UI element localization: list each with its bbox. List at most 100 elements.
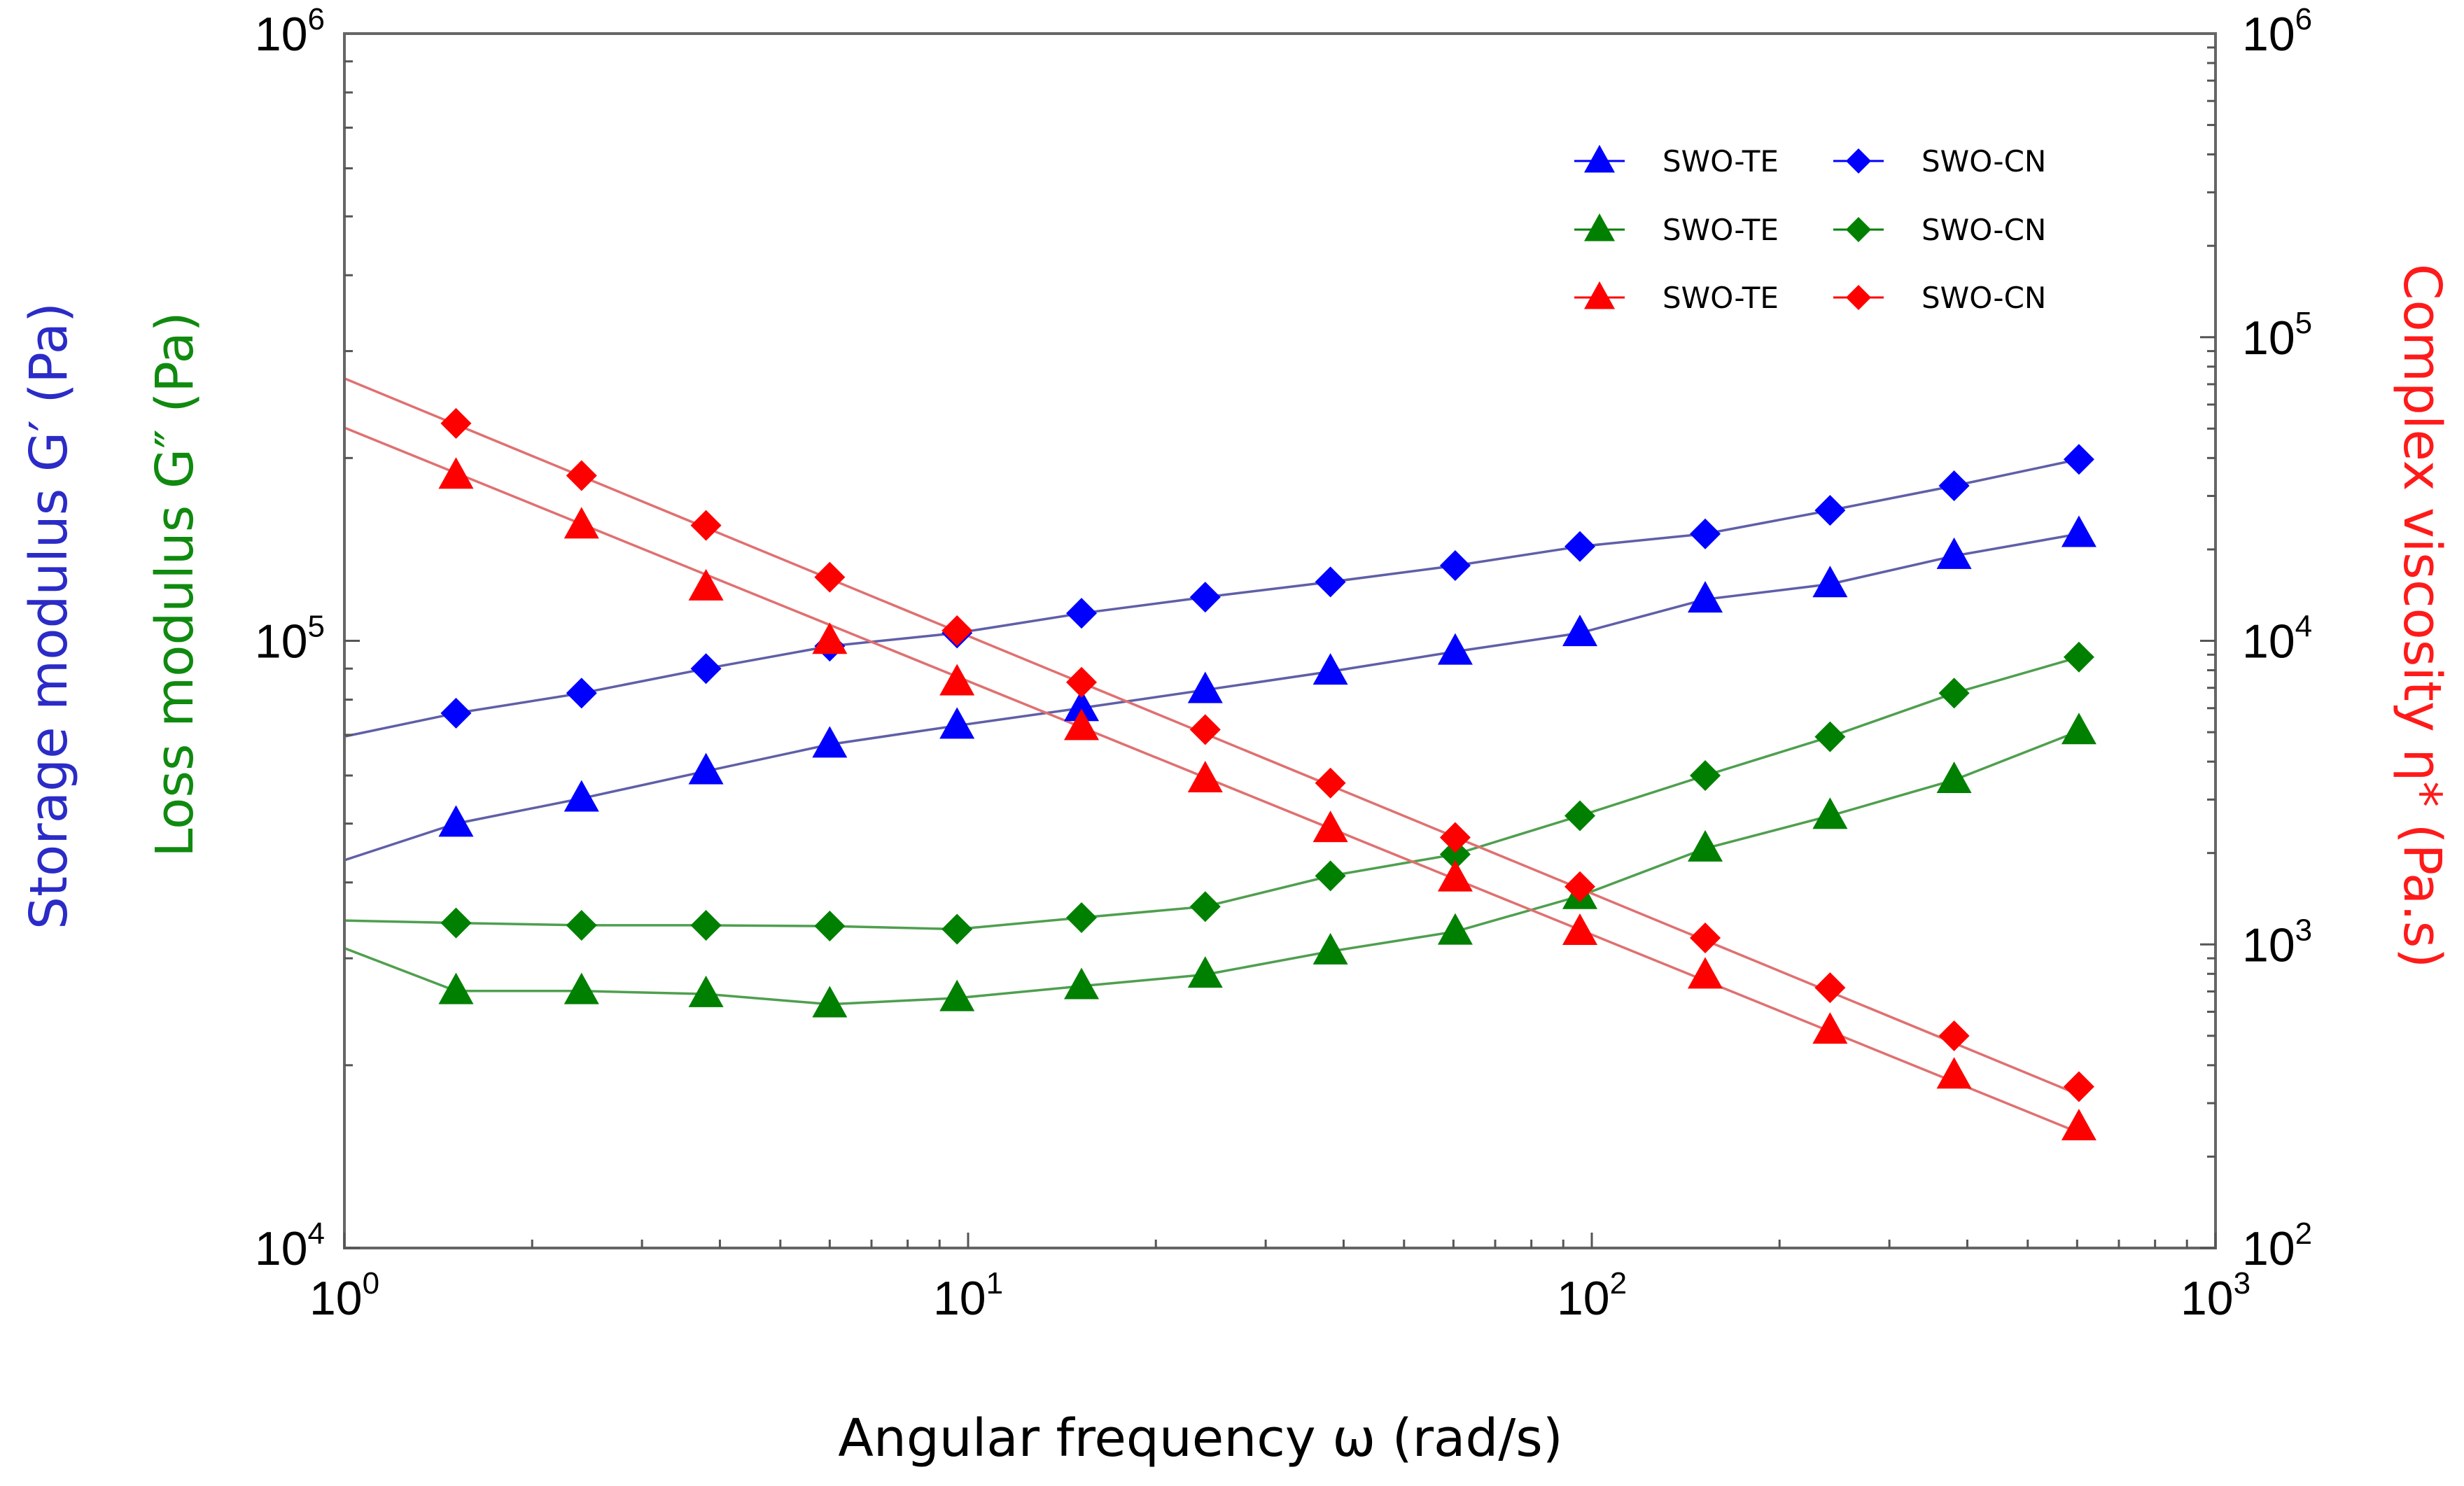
y-right-tick-exponent: 2 xyxy=(2295,1217,2312,1251)
y-right-tick-base: 10 xyxy=(2242,8,2295,61)
x-tick-label: 103 xyxy=(2180,1266,2250,1325)
data-point-diamond xyxy=(1315,566,1346,598)
data-point-diamond xyxy=(1814,721,1846,752)
y-right-tick-base: 10 xyxy=(2242,918,2295,972)
data-point-triangle xyxy=(939,707,975,739)
data-point-triangle xyxy=(1812,797,1848,829)
data-point-triangle xyxy=(1688,829,1723,862)
y-right-tick-label: 105 xyxy=(2242,306,2312,365)
data-point-triangle xyxy=(1064,967,1100,1000)
data-point-diamond xyxy=(566,460,597,491)
legend-entry: SWO-CN xyxy=(1833,281,2046,315)
legend-entry: SWO-TE xyxy=(1574,281,1779,315)
y-left-tick-exponent: 6 xyxy=(308,2,325,36)
y-right-tick-exponent: 3 xyxy=(2295,913,2312,947)
data-point-triangle xyxy=(1437,633,1473,665)
data-point-diamond xyxy=(566,678,597,709)
data-point-diamond xyxy=(1439,822,1471,853)
legend-marker-triangle xyxy=(1584,213,1615,241)
data-point-diamond xyxy=(1938,678,1970,709)
data-point-diamond xyxy=(1439,550,1471,582)
data-point-triangle xyxy=(564,972,599,1004)
data-point-diamond xyxy=(1315,860,1346,892)
data-point-triangle xyxy=(1312,653,1348,685)
data-point-diamond xyxy=(566,909,597,941)
data-point-triangle xyxy=(2061,515,2096,547)
data-point-triangle xyxy=(2061,713,2096,745)
data-point-triangle xyxy=(1562,913,1597,946)
data-point-triangle xyxy=(939,664,975,696)
data-point-triangle xyxy=(1437,913,1473,945)
data-point-triangle xyxy=(438,805,474,837)
data-point-triangle xyxy=(1936,762,1972,794)
x-tick-exponent: 0 xyxy=(363,1266,379,1301)
data-point-diamond xyxy=(2063,641,2094,673)
y-axis-title-storage-modulus: Storage modulus G′ (Pa) xyxy=(19,302,79,930)
series-5 xyxy=(440,407,2094,1102)
data-point-diamond xyxy=(1690,518,1721,549)
data-point-diamond xyxy=(1814,495,1846,526)
y-right-tick-exponent: 4 xyxy=(2295,610,2312,644)
y-right-tick-label: 102 xyxy=(2242,1217,2312,1275)
fit-line-triangle-right xyxy=(344,426,2080,1134)
data-point-diamond xyxy=(814,911,846,942)
legend-marker-diamond xyxy=(1846,148,1871,174)
data-point-triangle xyxy=(812,726,848,758)
data-point-diamond xyxy=(1315,767,1346,799)
data-point-triangle xyxy=(812,622,848,654)
y-axis-title-complex-viscosity: Complex viscosity η* (Pa.s) xyxy=(2392,264,2452,968)
data-point-triangle xyxy=(1312,932,1348,965)
x-tick-exponent: 3 xyxy=(2234,1266,2250,1301)
data-point-diamond xyxy=(1189,582,1221,613)
data-point-diamond xyxy=(941,615,973,647)
data-point-triangle xyxy=(1187,956,1223,988)
y-right-tick-exponent: 6 xyxy=(2295,2,2312,36)
series-3 xyxy=(440,641,2094,945)
series-0 xyxy=(438,515,2096,837)
y-right-tick-exponent: 5 xyxy=(2295,306,2312,340)
y-right-tick-base: 10 xyxy=(2242,311,2295,365)
x-tick-exponent: 1 xyxy=(986,1266,1003,1301)
data-point-diamond xyxy=(941,913,973,945)
data-point-diamond xyxy=(440,407,472,439)
data-point-diamond xyxy=(1066,666,1098,698)
data-point-triangle xyxy=(1064,708,1100,741)
data-point-triangle xyxy=(1437,860,1473,892)
data-point-triangle xyxy=(688,568,724,601)
data-point-diamond xyxy=(690,909,722,941)
data-point-diamond xyxy=(1564,871,1595,902)
data-point-triangle xyxy=(1812,566,1848,598)
x-axis-title: Angular frequency ω (rad/s) xyxy=(838,1408,1562,1469)
data-point-diamond xyxy=(690,510,722,541)
y-axis-title-loss-modulus: Loss modulus G″ (Pa) xyxy=(145,311,205,857)
x-tick-label: 102 xyxy=(1557,1266,1627,1325)
y-left-tick-label: 104 xyxy=(255,1217,325,1275)
x-tick-label: 100 xyxy=(309,1266,379,1325)
legend-label: SWO-TE xyxy=(1662,281,1779,315)
y-left-tick-label: 105 xyxy=(255,610,325,668)
data-point-triangle xyxy=(688,752,724,785)
x-tick-base: 10 xyxy=(1557,1272,1610,1325)
data-point-diamond xyxy=(1564,800,1595,832)
y-left-tick-base: 10 xyxy=(255,1222,308,1275)
y-left-tick-base: 10 xyxy=(255,8,308,61)
data-point-triangle xyxy=(1187,761,1223,793)
legend-marker-triangle xyxy=(1584,144,1615,173)
y-right-tick-label: 104 xyxy=(2242,610,2312,668)
y-right-tick-label: 103 xyxy=(2242,913,2312,972)
data-point-triangle xyxy=(812,986,848,1018)
data-point-diamond xyxy=(1189,891,1221,923)
data-point-diamond xyxy=(1938,1020,1970,1051)
data-point-triangle xyxy=(438,457,474,489)
series-markers xyxy=(438,407,2096,1141)
data-point-triangle xyxy=(1187,671,1223,703)
legend-marker-triangle xyxy=(1584,281,1615,309)
data-point-triangle xyxy=(1936,537,1972,569)
legend-entry: SWO-TE xyxy=(1574,144,1779,178)
x-tick-label: 101 xyxy=(933,1266,1003,1325)
data-point-triangle xyxy=(438,972,474,1004)
y-right-tick-label: 106 xyxy=(2242,2,2312,61)
y-left-tick-exponent: 4 xyxy=(308,1217,325,1251)
